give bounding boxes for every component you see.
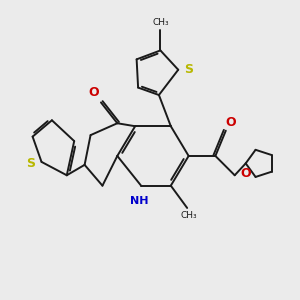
Text: O: O	[225, 116, 236, 129]
Text: O: O	[240, 167, 251, 180]
Text: NH: NH	[130, 196, 149, 206]
Text: S: S	[27, 157, 36, 170]
Text: CH₃: CH₃	[180, 211, 197, 220]
Text: O: O	[88, 86, 99, 100]
Text: CH₃: CH₃	[152, 18, 169, 27]
Text: S: S	[184, 63, 193, 76]
